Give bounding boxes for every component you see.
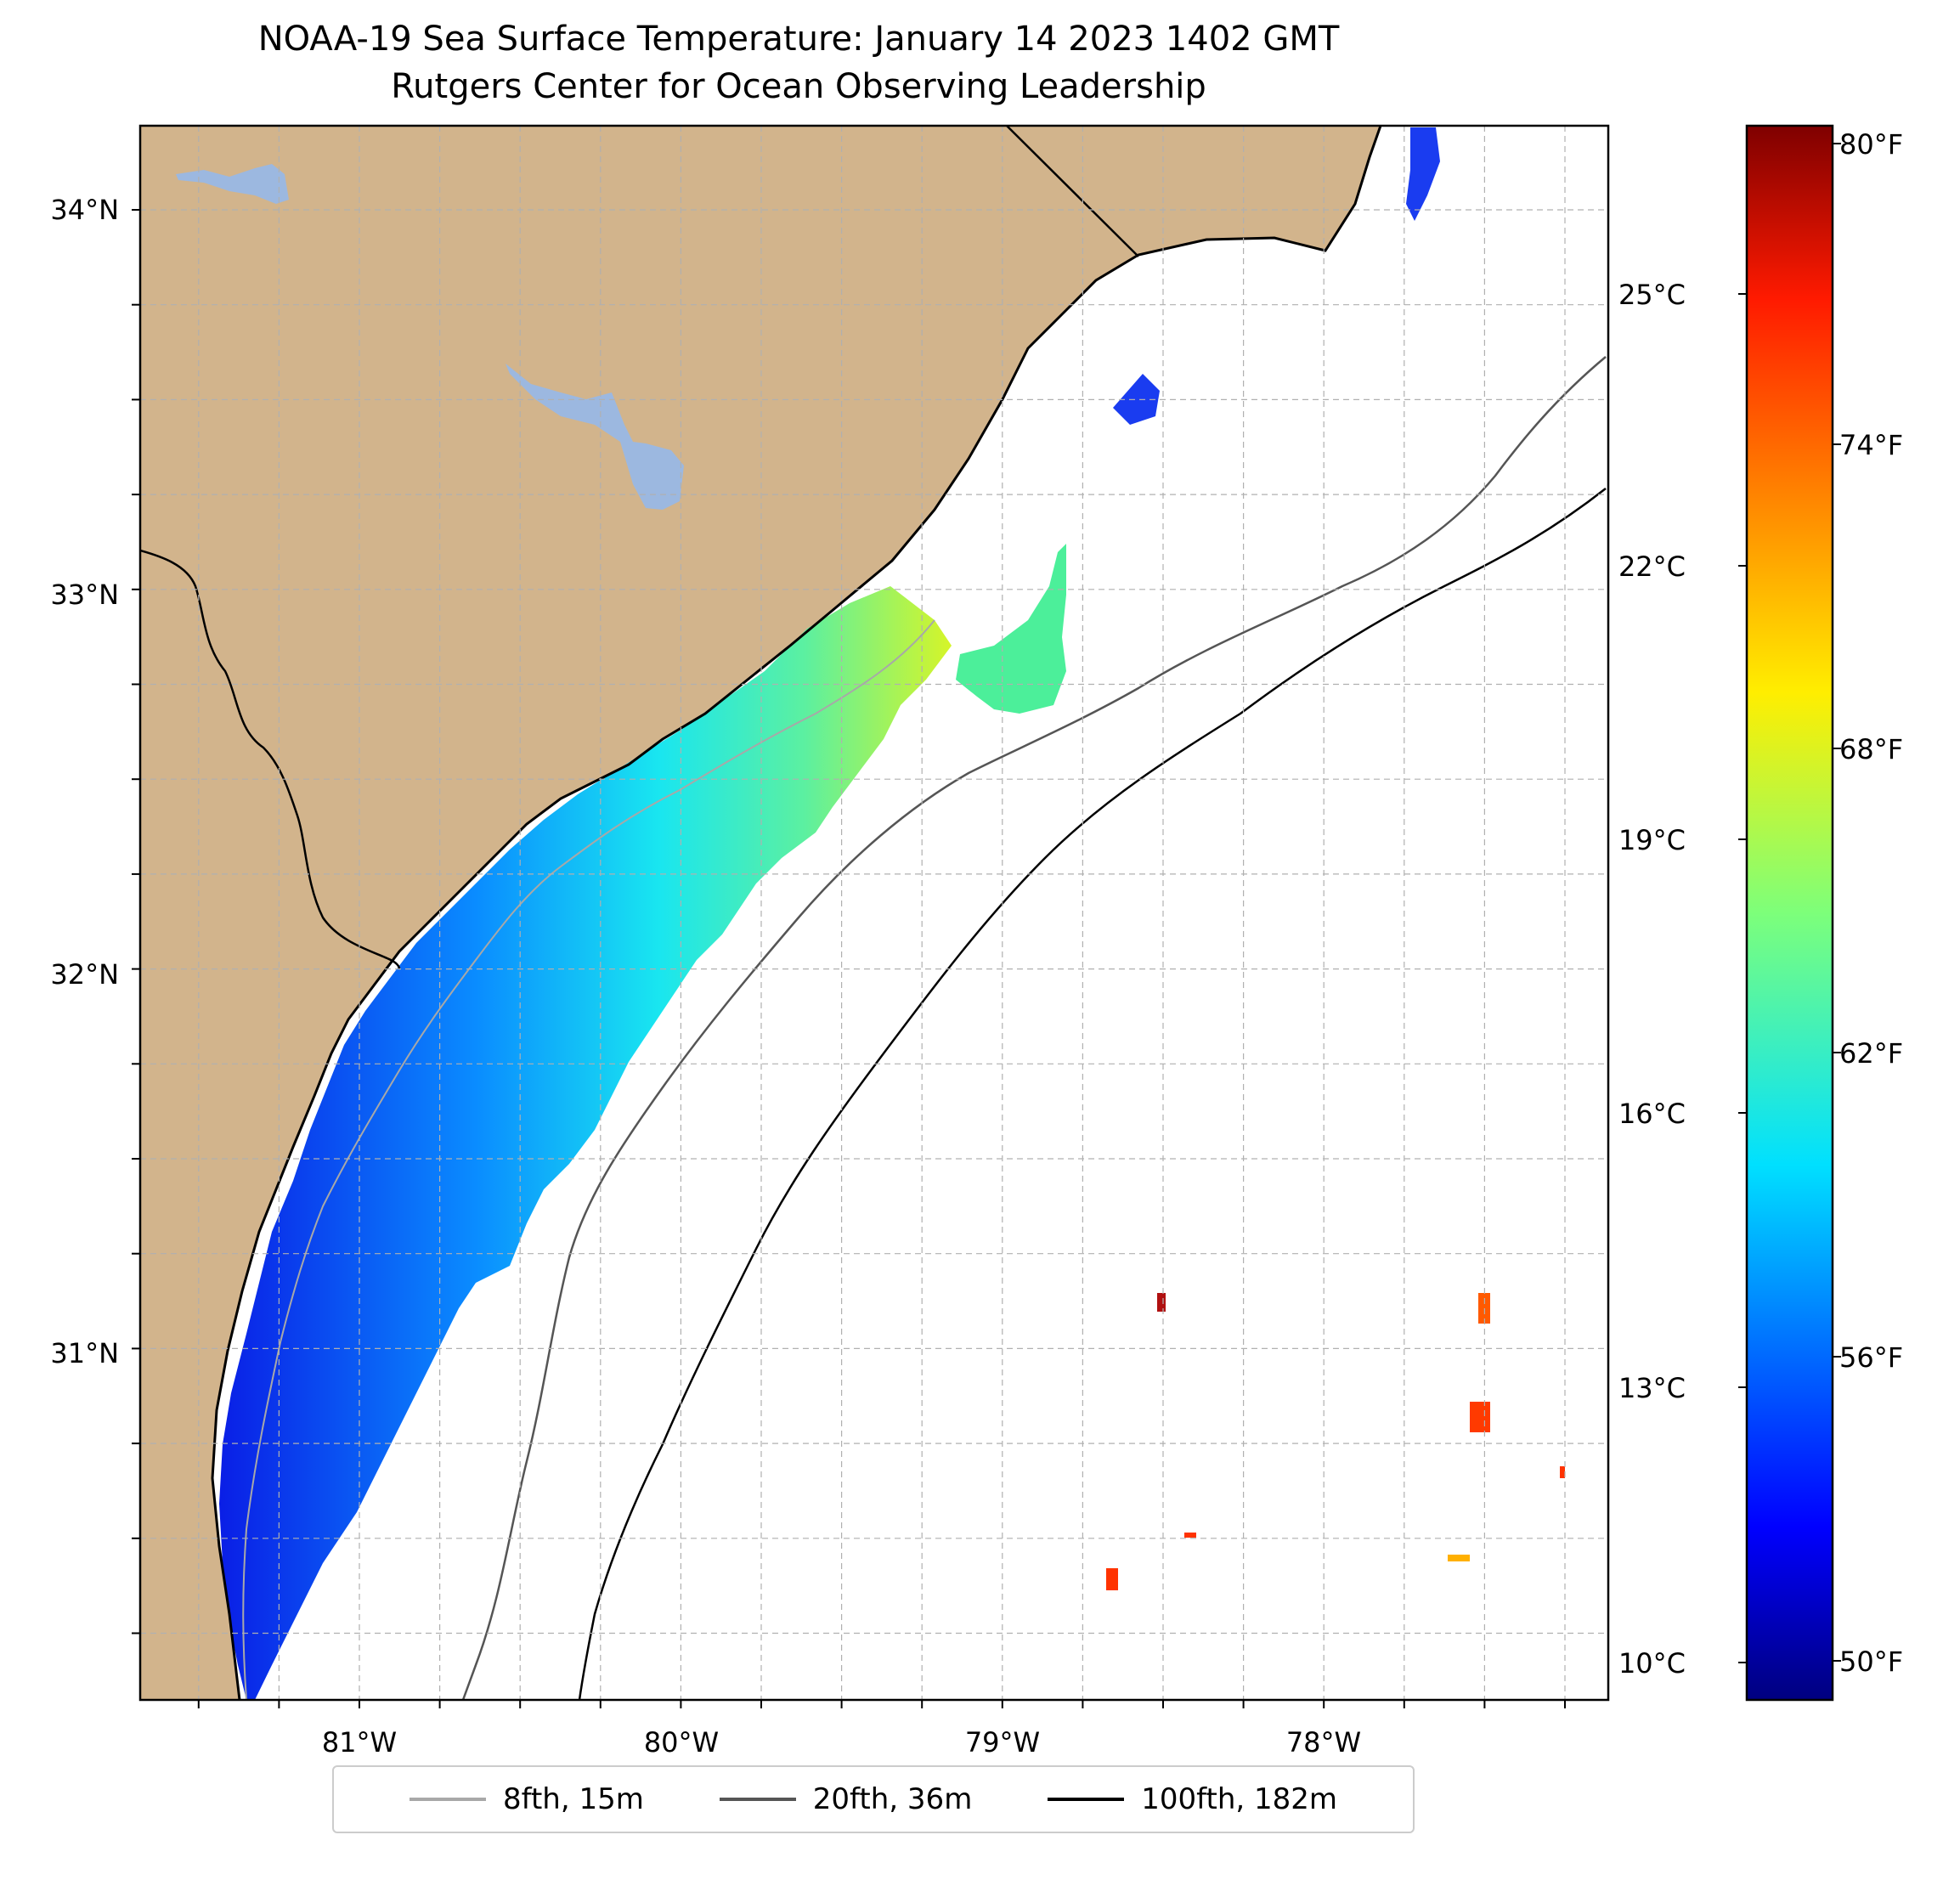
lon-tick-label: 81°W bbox=[322, 1726, 397, 1759]
legend-label: 100fth, 182m bbox=[1141, 1782, 1338, 1816]
warm-pixel-5 bbox=[1184, 1533, 1196, 1538]
lat-tick-label: 31°N bbox=[50, 1337, 119, 1369]
lon-tick-label: 79°W bbox=[965, 1726, 1040, 1759]
colorbar-celsius-label: 19°C bbox=[1618, 824, 1686, 856]
warm-pixel-6 bbox=[1448, 1555, 1470, 1561]
axis-ticks bbox=[132, 209, 1566, 1708]
legend-item-100fth: 100fth, 182m bbox=[1048, 1782, 1337, 1816]
lat-tick-label: 32°N bbox=[50, 958, 119, 991]
colorbar-fahrenheit-label: 56°F bbox=[1839, 1341, 1903, 1374]
colorbar-fahrenheit-label: 74°F bbox=[1839, 429, 1903, 461]
isobath-100fth bbox=[578, 488, 1607, 1700]
colorbar bbox=[1745, 124, 1834, 1702]
lat-tick-label: 33°N bbox=[50, 579, 119, 611]
isobath-8fth bbox=[242, 619, 935, 1700]
colorbar-celsius-label: 13°C bbox=[1618, 1372, 1686, 1404]
colorbar-fahrenheit-label: 68°F bbox=[1839, 733, 1903, 765]
graticule bbox=[140, 126, 1608, 1700]
land-area bbox=[140, 126, 1381, 1700]
coastline bbox=[211, 126, 1382, 1700]
colorbar-celsius-label: 10°C bbox=[1618, 1647, 1686, 1680]
legend-label: 20fth, 36m bbox=[812, 1782, 973, 1816]
sst-offshore-patch bbox=[956, 544, 1066, 714]
colorbar-celsius-label: 25°C bbox=[1618, 279, 1686, 311]
warm-pixel-7 bbox=[1560, 1466, 1565, 1478]
colorbar-fahrenheit-label: 80°F bbox=[1839, 128, 1903, 161]
legend-swatch bbox=[719, 1798, 796, 1801]
warm-pixel-3 bbox=[1470, 1402, 1490, 1432]
legend-swatch bbox=[409, 1798, 486, 1801]
map-frame bbox=[138, 124, 1610, 1702]
sst-cape-patch bbox=[1113, 374, 1160, 425]
lon-tick-label: 80°W bbox=[644, 1726, 719, 1759]
legend-item-8fth: 8fth, 15m bbox=[409, 1782, 644, 1816]
colorbar-celsius-label: 16°C bbox=[1618, 1098, 1686, 1130]
colorbar-fahrenheit-label: 50°F bbox=[1839, 1646, 1903, 1678]
legend-item-20fth: 20fth, 36m bbox=[719, 1782, 973, 1816]
state-border-nc-sc bbox=[1006, 126, 1139, 257]
chart-subtitle: Rutgers Center for Ocean Observing Leade… bbox=[391, 67, 1206, 106]
legend-label: 8fth, 15m bbox=[502, 1782, 644, 1816]
colorbar-fahrenheit-label: 62°F bbox=[1839, 1037, 1903, 1070]
sst-north-patch bbox=[1406, 127, 1440, 221]
chart-title: NOAA-19 Sea Surface Temperature: January… bbox=[257, 20, 1340, 59]
sst-coastal-field bbox=[219, 586, 952, 1700]
colorbar-ticks bbox=[1738, 143, 1841, 1663]
colorbar-celsius-label: 22°C bbox=[1618, 550, 1686, 583]
warm-pixel-1 bbox=[1157, 1293, 1166, 1312]
legend-swatch bbox=[1048, 1798, 1125, 1801]
map-content bbox=[140, 126, 1608, 1700]
lat-tick-label: 34°N bbox=[50, 194, 119, 226]
lake-marion bbox=[176, 164, 289, 204]
warm-pixel-4 bbox=[1106, 1568, 1118, 1590]
lon-tick-label: 78°W bbox=[1286, 1726, 1361, 1759]
isobath-legend: 8fth, 15m 20fth, 36m 100fth, 182m bbox=[332, 1765, 1415, 1833]
